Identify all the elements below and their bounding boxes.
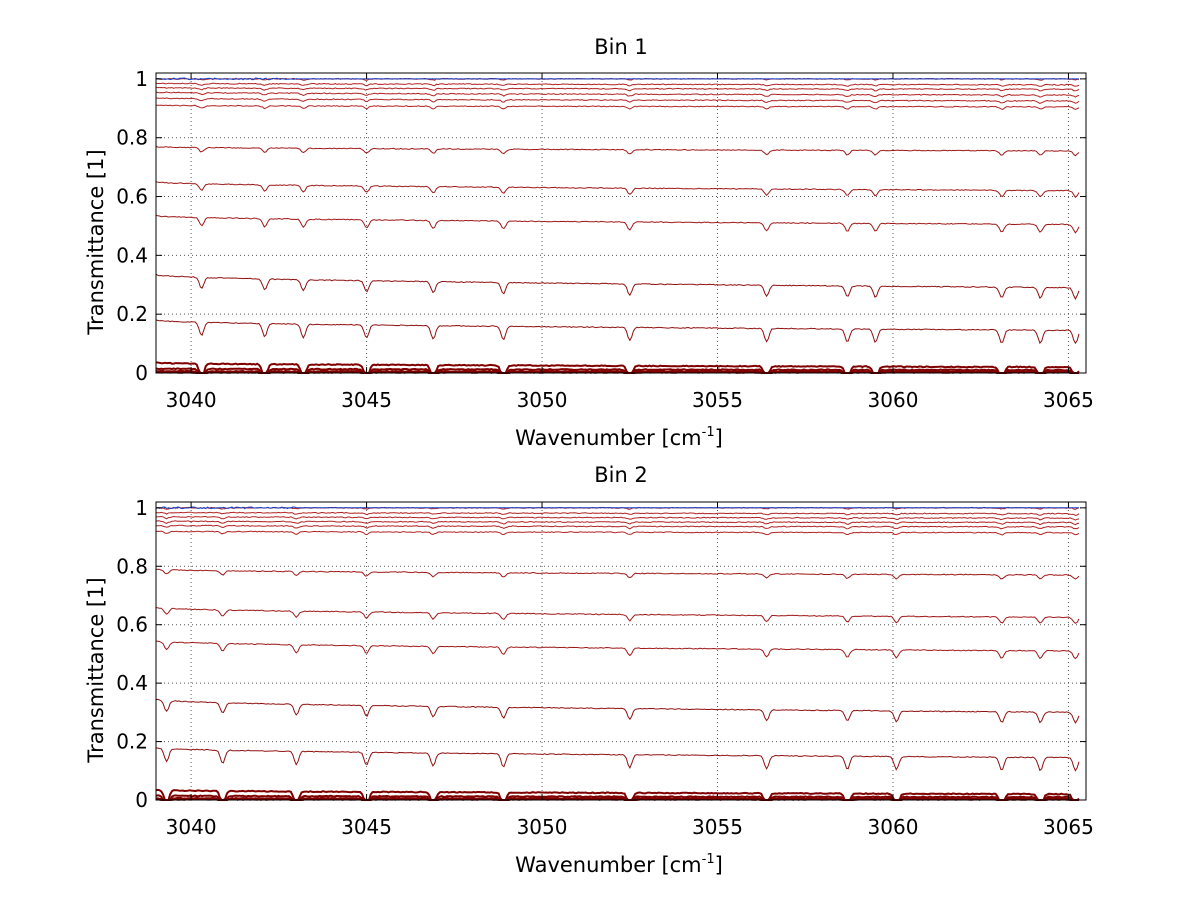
x-axis-label-close: ] — [715, 426, 723, 450]
x-tick-label: 3065 — [1043, 388, 1094, 412]
x-axis-label-close: ] — [715, 853, 723, 877]
chart-title: Bin 2 — [594, 463, 648, 487]
series-line-trace-10 — [155, 273, 1080, 301]
x-tick-label: 3040 — [166, 388, 217, 412]
ticks: 3040 3045 3050 3055 3060 3065 0 0.2 0.4 0.6 0.8 1 — [116, 67, 1094, 412]
y-tick-label: 1 — [135, 496, 148, 520]
series-group — [155, 77, 1080, 374]
x-axis-label: Wavenumber [cm-1] — [515, 425, 723, 450]
series-line-trace-07 — [155, 145, 1080, 157]
x-tick-label: 3060 — [868, 388, 919, 412]
axes-frame — [155, 72, 1087, 374]
x-tick-label: 3050 — [517, 388, 568, 412]
series-line-trace-02 — [155, 511, 1080, 516]
series-group — [155, 506, 1080, 801]
series-line-trace-09 — [155, 214, 1080, 234]
series-line-trace-05 — [155, 524, 1080, 530]
series-line-trace-09 — [155, 640, 1080, 660]
series-line-trace-04 — [155, 520, 1080, 526]
series-line-trace-02 — [155, 82, 1080, 87]
x-tick-label: 3065 — [1043, 815, 1094, 839]
y-tick-label: 0.4 — [116, 671, 148, 695]
x-tick-label: 3040 — [166, 815, 217, 839]
y-tick-label: 0 — [135, 788, 148, 812]
y-tick-label: 0.6 — [116, 613, 148, 637]
y-axis-label: Transmittance [1] — [84, 577, 108, 763]
x-tick-label: 3050 — [517, 815, 568, 839]
x-tick-label: 3060 — [868, 815, 919, 839]
series-line-trace-13 — [155, 794, 1079, 801]
series-line-trace-06 — [155, 530, 1080, 536]
chart-title: Bin 1 — [594, 35, 648, 59]
x-tick-label: 3055 — [692, 388, 743, 412]
series-line-trace-03 — [156, 86, 1080, 92]
x-axis-label-superscript: -1 — [702, 852, 715, 867]
series-line-trace-03 — [155, 515, 1080, 521]
x-tick-label: 3045 — [341, 815, 392, 839]
y-tick-label: 0.2 — [116, 730, 148, 754]
series-line-trace-11 — [155, 319, 1080, 345]
y-axis-label: Transmittance [1] — [84, 149, 108, 335]
x-axis-label-superscript: -1 — [702, 425, 715, 440]
x-tick-label: 3045 — [341, 388, 392, 412]
panel-bin-1: Bin 1 3040 3045 3050 3055 3060 3065 0 0.2 0.4 0.6… — [84, 35, 1094, 450]
x-axis-label-main: Wavenumber [cm — [515, 853, 701, 877]
panel-bin-2: Bin 2 3040 3045 3050 3055 3060 3065 0 0.2 0.4 0.6… — [84, 463, 1094, 877]
series-line-reference-blue — [155, 506, 1079, 510]
series-line-trace-12 — [155, 788, 1080, 801]
series-line-trace-10 — [155, 698, 1080, 724]
y-tick-label: 0.8 — [116, 554, 148, 578]
series-line-trace-05 — [155, 97, 1080, 104]
x-axis-label: Wavenumber [cm-1] — [515, 852, 723, 877]
series-line-trace-12 — [156, 361, 1080, 374]
y-tick-label: 0.4 — [116, 243, 148, 267]
x-axis-label-main: Wavenumber [cm — [515, 426, 701, 450]
y-tick-label: 0 — [135, 361, 148, 385]
series-line-reference-blue — [155, 77, 1079, 81]
series-line-trace-13 — [155, 367, 1079, 374]
series-line-trace-08 — [155, 607, 1080, 624]
ticks: 3040 3045 3050 3055 3060 3065 0 0.2 0.4 0.6 0.8 1 — [116, 496, 1094, 839]
series-line-trace-06 — [156, 104, 1080, 111]
x-tick-label: 3055 — [692, 815, 743, 839]
grid — [156, 73, 1086, 374]
y-tick-label: 1 — [135, 67, 148, 91]
axes-frame — [155, 501, 1087, 801]
series-line-trace-07 — [155, 568, 1080, 580]
series-line-trace-04 — [155, 91, 1080, 98]
y-tick-label: 0.8 — [116, 126, 148, 150]
y-tick-label: 0.2 — [116, 302, 148, 326]
series-line-trace-08 — [155, 181, 1080, 199]
series-line-trace-11 — [155, 747, 1080, 772]
y-tick-label: 0.6 — [116, 185, 148, 209]
